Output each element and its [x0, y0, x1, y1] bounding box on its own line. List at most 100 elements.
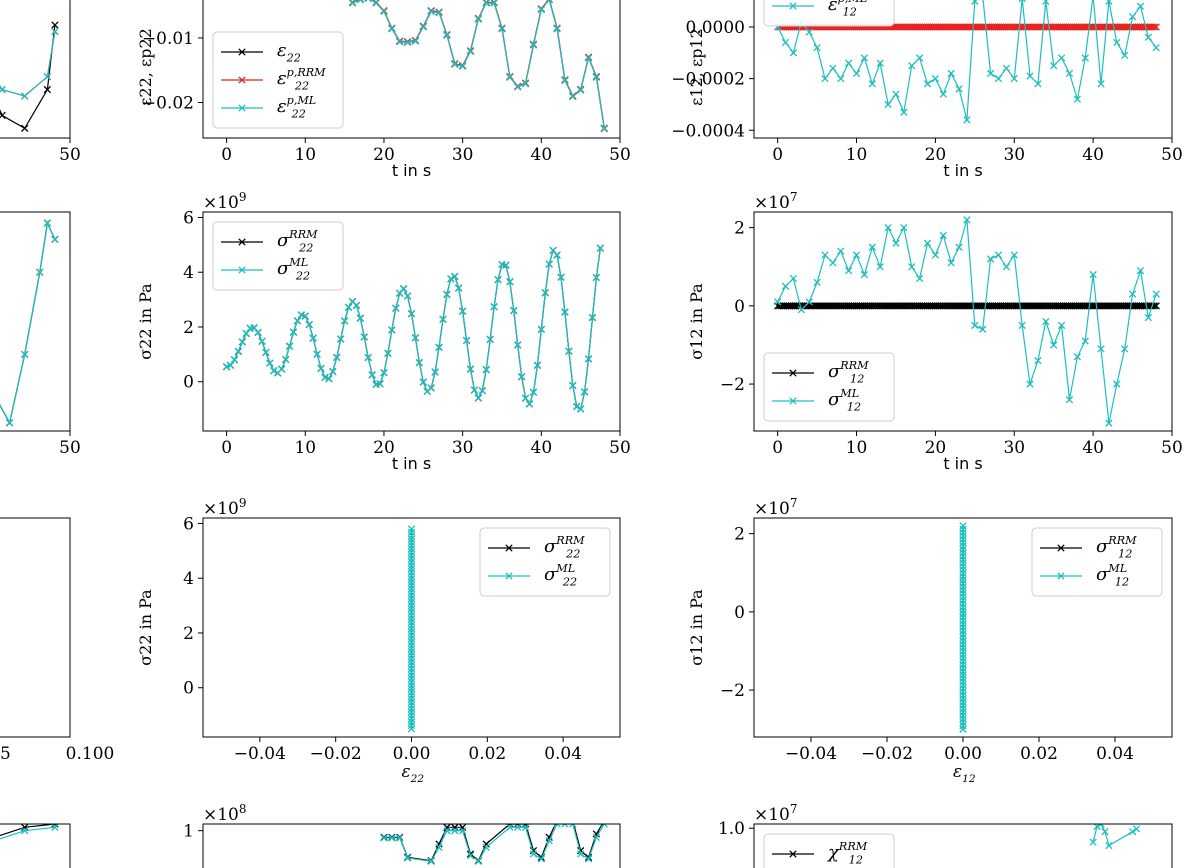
- data-point: [600, 824, 608, 828]
- data-point: [852, 251, 861, 259]
- data-point: [805, 28, 813, 36]
- y-tick-label: 1.0: [718, 819, 745, 839]
- data-point: [411, 37, 420, 45]
- data-point: [490, 303, 498, 311]
- data-point: [545, 0, 553, 4]
- data-point: [21, 827, 29, 835]
- x-tick-label: 50: [59, 145, 81, 165]
- legend-marker: [1057, 544, 1065, 552]
- x-tick-label: −0.02: [861, 744, 913, 764]
- x-tick-label: 0: [221, 438, 232, 458]
- legend-marker: [238, 76, 246, 84]
- data-point: [1081, 54, 1089, 62]
- data-point: [577, 405, 585, 413]
- data-point: [1152, 290, 1160, 298]
- data-point: [860, 270, 869, 279]
- data-point: [466, 365, 475, 373]
- data-point: [368, 371, 376, 379]
- data-point: [1128, 828, 1137, 836]
- data-point: [781, 38, 790, 47]
- data-point: [466, 852, 475, 860]
- data-point: [372, 0, 380, 7]
- data-point: [462, 336, 471, 345]
- data-point: [407, 625, 416, 633]
- y-tick-label: −0.0004: [671, 121, 745, 141]
- data-point: [407, 591, 416, 600]
- data-point: [356, 0, 365, 4]
- data-point: [407, 525, 416, 533]
- data-point: [569, 93, 577, 101]
- data-point: [1097, 345, 1105, 353]
- data-point: [458, 62, 467, 71]
- data-point: [1113, 38, 1121, 47]
- data-point: [407, 531, 416, 540]
- legend-entry: σRRM 22: [544, 534, 585, 561]
- y-tick-label: −0.01: [142, 29, 194, 49]
- legend-entry: εp,RRM 22: [277, 66, 326, 93]
- legend-marker: [1057, 572, 1065, 580]
- data-point: [333, 353, 341, 362]
- data-point: [1042, 317, 1050, 326]
- data-point: [474, 394, 483, 402]
- data-point: [521, 394, 530, 402]
- data-point: [557, 273, 565, 281]
- data-point: [407, 698, 416, 706]
- data-point: [1144, 33, 1152, 41]
- data-point: [407, 611, 416, 620]
- data-point: [514, 341, 522, 349]
- data-point: [407, 675, 416, 683]
- data-point: [876, 263, 884, 271]
- data-point: [971, 321, 979, 330]
- data-point: [1132, 825, 1141, 833]
- data-point: [407, 648, 416, 656]
- data-point: [1034, 356, 1042, 365]
- data-point: [1002, 64, 1011, 72]
- data-point: [1026, 72, 1034, 80]
- y-tick-label: 4: [183, 569, 194, 589]
- series-line-0: [0, 24, 56, 130]
- data-point: [478, 387, 486, 395]
- data-point: [376, 380, 384, 388]
- axes-frame: [0, 211, 71, 432]
- data-point: [844, 59, 853, 67]
- data-point: [577, 86, 585, 94]
- data-point: [325, 375, 333, 383]
- data-point: [1042, 0, 1050, 5]
- y-tick-label: 4: [183, 263, 194, 283]
- data-point: [541, 289, 549, 297]
- legend-entry: εp,ML 22: [277, 94, 316, 121]
- chart-strain-12-vs-t: 0 10 20 30 40 50 0.0000 −0.0002 −0.0004 t in s ε12…: [671, 0, 1183, 180]
- data-point: [407, 608, 416, 616]
- data-point: [986, 255, 995, 263]
- data-point: [955, 85, 963, 93]
- plot-area: [380, 824, 608, 865]
- axis-multiplier: ×109: [203, 190, 247, 213]
- legend-marker: [789, 2, 797, 10]
- axes-frame: [0, 0, 71, 139]
- axes-frame: [202, 0, 621, 139]
- data-point: [955, 243, 963, 251]
- data-point: [506, 278, 514, 286]
- data-point: [529, 850, 538, 858]
- x-tick-label: 50: [1161, 438, 1183, 458]
- data-point: [923, 239, 932, 247]
- data-point: [407, 535, 416, 543]
- data-point: [51, 824, 59, 828]
- data-point: [407, 578, 416, 586]
- data-point: [234, 347, 243, 356]
- legend-marker: [238, 48, 246, 56]
- data-point: [553, 824, 561, 825]
- chart-chi-22-vs-t: 1 ×108: [183, 802, 621, 868]
- data-point: [254, 328, 262, 337]
- data-point: [860, 54, 869, 62]
- data-point: [407, 568, 416, 576]
- data-point: [529, 41, 538, 49]
- x-tick-label: −0.04: [234, 744, 286, 764]
- data-point: [537, 325, 545, 334]
- y-axis-label-group: ε22, εp22: [136, 28, 155, 106]
- data-point: [447, 275, 455, 283]
- data-point: [443, 31, 451, 40]
- y-tick-label: 2: [183, 624, 194, 644]
- data-point: [774, 298, 782, 306]
